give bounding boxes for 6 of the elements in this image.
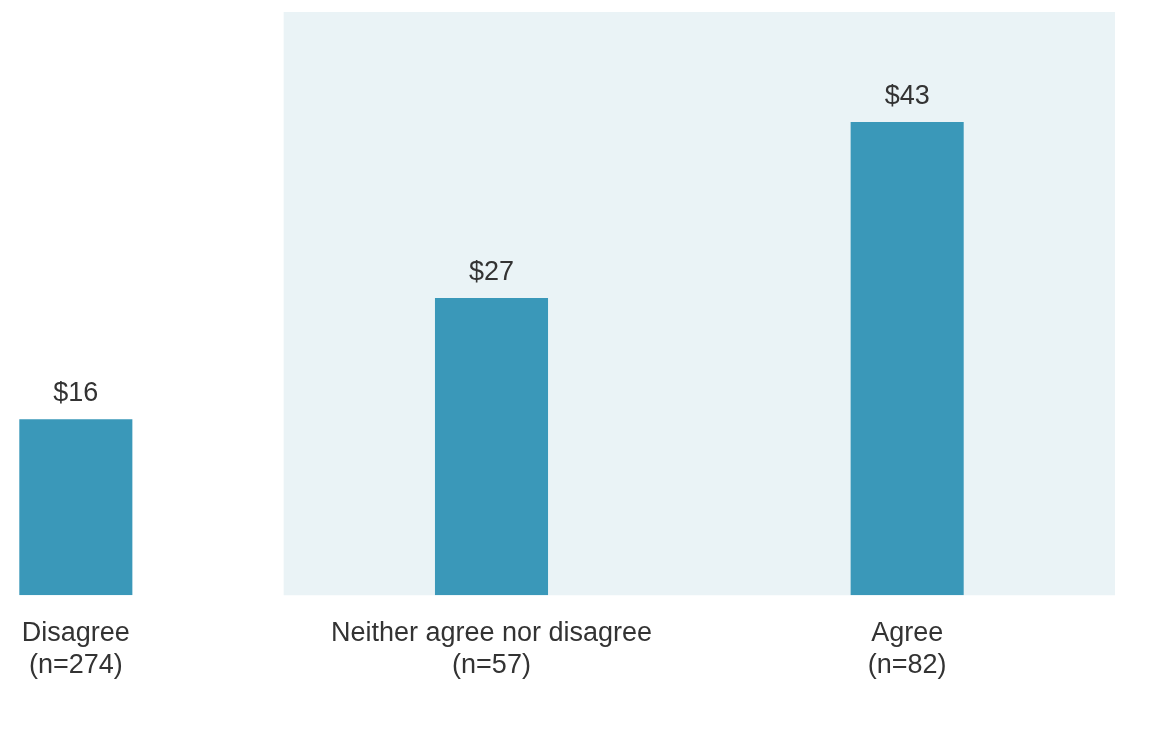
data-label: $16 bbox=[53, 377, 99, 408]
x-tick-label: Neither agree nor disagree (n=57) bbox=[330, 616, 653, 680]
x-tick-label: Agree (n=82) bbox=[867, 616, 947, 680]
data-label: $43 bbox=[884, 79, 930, 110]
x-tick-label: Disagree (n=274) bbox=[21, 616, 130, 680]
data-label: $27 bbox=[468, 256, 515, 287]
